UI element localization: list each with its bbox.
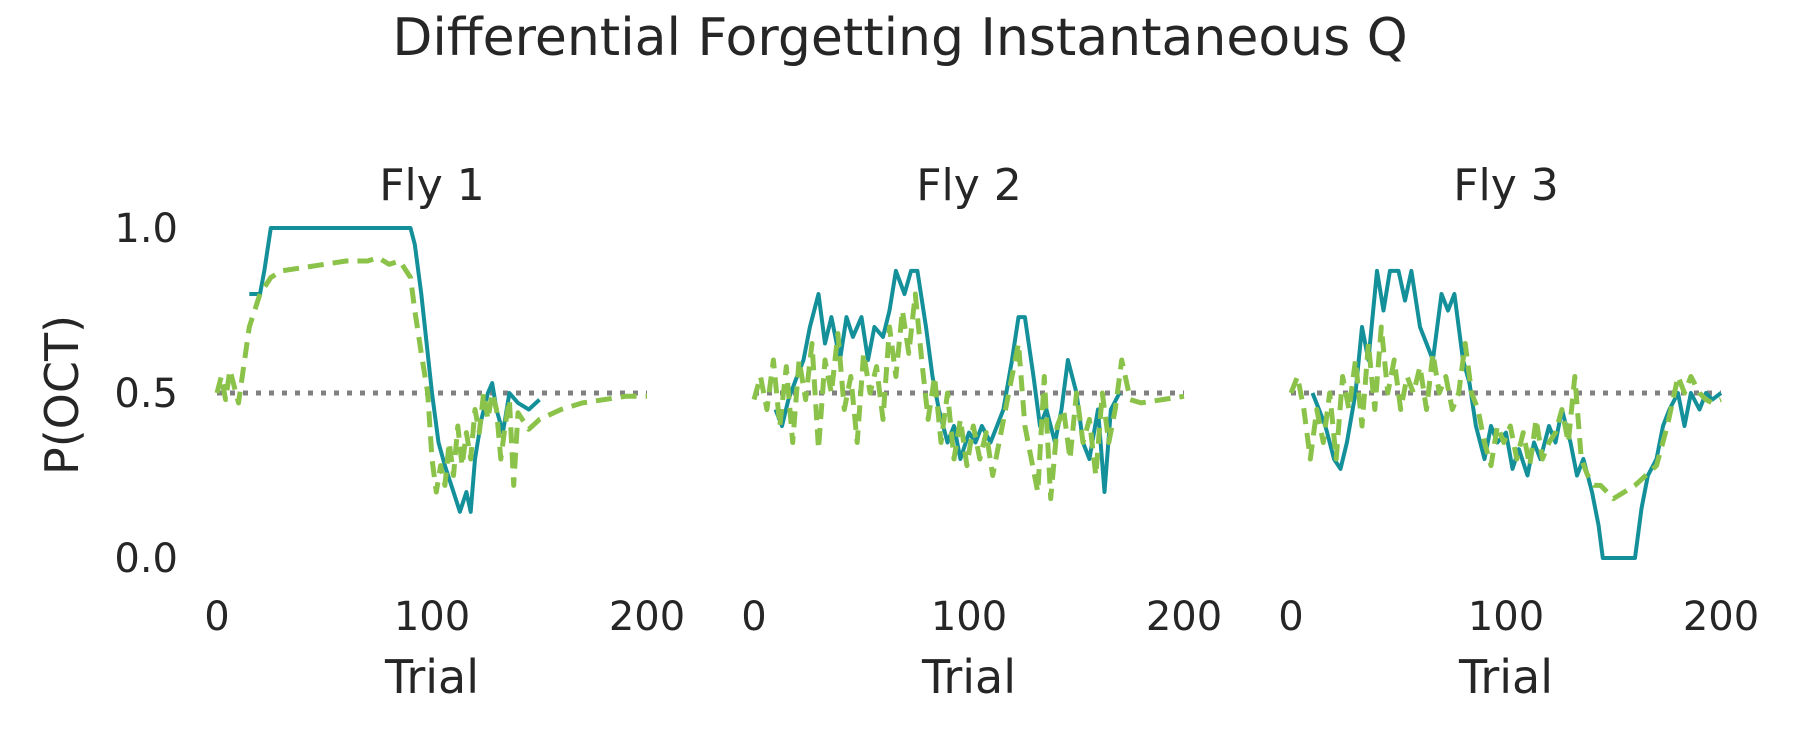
x-tick-label: 0 <box>204 594 229 640</box>
series-line-dashed <box>1288 324 1722 502</box>
series-line-solid <box>773 268 1122 494</box>
x-tick-label: 100 <box>394 594 470 640</box>
x-tick-label: 100 <box>1468 594 1544 640</box>
y-tick-label: 0.0 <box>114 536 178 582</box>
panel-1: Fly 1 0 100 200 Trial 0.0 0.5 1.0 <box>114 160 685 704</box>
x-axis-label: Trial <box>921 650 1016 704</box>
series-line-dashed <box>751 291 1185 502</box>
series-line-dashed <box>214 255 647 495</box>
panel-title: Fly 1 <box>379 160 485 211</box>
x-tick-label: 0 <box>741 594 766 640</box>
chart-panels: Fly 1 0 100 200 Trial 0.0 0.5 1.0 Fly 2 0 100 200 Tr… <box>114 160 1759 704</box>
x-tick-label: 200 <box>1146 594 1222 640</box>
chart-title: Differential Forgetting Instantaneous Q <box>392 8 1407 68</box>
x-tick-label: 200 <box>609 594 685 640</box>
panel-title: Fly 2 <box>916 160 1022 211</box>
x-tick-label: 200 <box>1683 594 1759 640</box>
y-axis-label: P(OCT) <box>35 315 89 475</box>
y-tick-label: 0.5 <box>114 371 178 417</box>
series-line-solid <box>1310 268 1723 560</box>
panel-3: Fly 3 0 100 200 Trial <box>1278 160 1759 704</box>
x-axis-label: Trial <box>384 650 479 704</box>
x-axis-label: Trial <box>1458 650 1553 704</box>
panel-2: Fly 2 0 100 200 Trial <box>741 160 1222 704</box>
panel-title: Fly 3 <box>1453 160 1559 211</box>
y-tick-label: 1.0 <box>114 206 178 252</box>
x-tick-label: 0 <box>1278 594 1303 640</box>
x-tick-label: 100 <box>931 594 1007 640</box>
